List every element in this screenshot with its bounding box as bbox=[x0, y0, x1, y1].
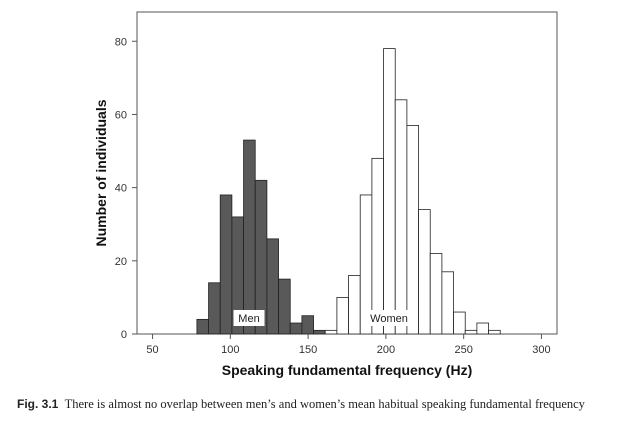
y-axis-ticks: 0 20 40 60 80 bbox=[115, 36, 137, 341]
figure-caption-text: There is almost no overlap between men’s… bbox=[64, 397, 585, 411]
bar-men-9 bbox=[301, 315, 314, 335]
bar-women-14 bbox=[488, 329, 501, 335]
bar-women-4 bbox=[371, 157, 384, 335]
bar-men-8 bbox=[289, 322, 303, 335]
bar-men-10 bbox=[313, 329, 326, 335]
y-tick-label: 0 bbox=[121, 329, 127, 341]
x-tick-label: 200 bbox=[377, 344, 395, 356]
bar-women-10 bbox=[441, 271, 454, 335]
bar-women-5 bbox=[383, 48, 396, 335]
bar-men-0 bbox=[196, 318, 209, 335]
series-label-women: Women bbox=[370, 313, 408, 325]
bar-women-7 bbox=[406, 125, 419, 335]
bar-women-6 bbox=[394, 99, 408, 335]
x-axis-ticks: 50 100 150 200 250 300 bbox=[146, 334, 551, 356]
bar-women-1 bbox=[336, 297, 349, 335]
bar-women-8 bbox=[418, 209, 431, 335]
x-tick-label: 250 bbox=[454, 344, 472, 356]
y-tick-label: 60 bbox=[115, 109, 127, 121]
series-labels: Men Women bbox=[233, 310, 412, 326]
figure-caption: Fig. 3.1 There is almost no overlap betw… bbox=[17, 397, 637, 412]
figure-caption-label: Fig. 3.1 bbox=[17, 397, 59, 411]
bar-men-1 bbox=[208, 282, 221, 335]
plot-frame bbox=[136, 11, 558, 335]
bar-women-13 bbox=[476, 322, 489, 335]
bars-layer bbox=[196, 48, 501, 335]
x-axis-title: Speaking fundamental frequency (Hz) bbox=[222, 362, 472, 378]
y-tick-label: 80 bbox=[115, 36, 127, 48]
x-tick-label: 300 bbox=[532, 344, 550, 356]
y-axis-title: Number of individuals bbox=[93, 99, 109, 246]
series-label-bg-men bbox=[233, 310, 265, 326]
bar-men-6 bbox=[266, 238, 279, 335]
series-label-men: Men bbox=[238, 313, 259, 325]
bar-women-9 bbox=[429, 253, 443, 335]
series-label-bg-women bbox=[366, 310, 412, 326]
bar-women-12 bbox=[464, 329, 478, 335]
bar-women-2 bbox=[348, 275, 361, 335]
x-tick-label: 100 bbox=[221, 344, 239, 356]
bar-women-0 bbox=[324, 329, 338, 335]
bar-women-11 bbox=[453, 311, 466, 335]
x-tick-label: 50 bbox=[146, 344, 158, 356]
bar-men-4 bbox=[243, 139, 256, 335]
y-tick-label: 20 bbox=[115, 256, 127, 268]
bar-men-2 bbox=[219, 194, 233, 335]
histogram-chart: 50 100 150 200 250 300 0 20 40 60 80 Men Women Num… bbox=[93, 11, 558, 378]
bar-men-7 bbox=[278, 278, 291, 335]
x-tick-label: 150 bbox=[299, 344, 317, 356]
y-tick-label: 40 bbox=[115, 183, 127, 195]
